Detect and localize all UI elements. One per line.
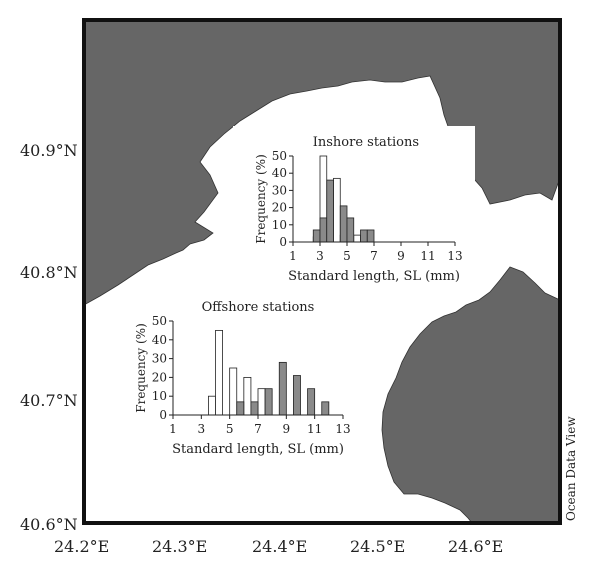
offshore-bar-open-0: [208, 395, 216, 416]
inshore-bar-filled-0: [312, 229, 321, 243]
offshore-x-tick-label: 13: [335, 422, 350, 436]
inshore-bar-open-2: [333, 177, 341, 243]
inshore-x-tick-label: 3: [316, 249, 324, 263]
lat-label-40-9: 40.9°N: [20, 141, 78, 160]
offshore-bar-filled-1: [250, 401, 259, 416]
offshore-y-tick-label: 0: [159, 408, 167, 422]
inshore-x-tick-label: 5: [343, 249, 351, 263]
offshore-y-tick-label: 20: [152, 370, 167, 384]
inshore-bar-filled-5: [360, 229, 368, 243]
inshore-y-tick-label: 20: [272, 201, 287, 215]
land-south: [381, 266, 561, 524]
offshore-x-tick-label: 11: [307, 422, 322, 436]
inshore-bar-open-4: [353, 234, 361, 243]
inshore-bar-filled-4: [346, 217, 355, 243]
inshore-title: Inshore stations: [313, 135, 419, 150]
offshore-x-label: Standard length, SL (mm): [172, 442, 344, 457]
inshore-y-tick-label: 40: [272, 166, 287, 180]
lat-label-40-8: 40.8°N: [20, 263, 78, 282]
inshore-x-tick-label: 7: [370, 249, 378, 263]
inshore-x-tick-label: 1: [289, 249, 297, 263]
inshore-y-label: Frequency (%): [254, 154, 268, 243]
offshore-x-tick-label: 9: [283, 422, 291, 436]
offshore-bar-open-4: [257, 388, 266, 416]
offshore-y-tick-label: 10: [152, 389, 167, 403]
ocean-data-view-credit: Ocean Data View: [564, 416, 578, 521]
lon-label-24-3: 24.3°E: [152, 537, 207, 556]
inshore-x-tick-label: 13: [447, 249, 462, 263]
inshore-x-tick-label: 11: [420, 249, 435, 263]
lon-label-24-4: 24.4°E: [252, 537, 307, 556]
offshore-y-tick-label: 30: [152, 352, 167, 366]
inshore-bar-filled-3: [339, 205, 348, 243]
offshore-bar-filled-3: [278, 361, 287, 416]
land-north: [83, 19, 561, 306]
offshore-bar-open-2: [229, 367, 238, 416]
inshore-y-tick-label: 0: [279, 235, 287, 249]
offshore-x-tick-label: 3: [198, 422, 206, 436]
lon-label-24-5: 24.5°E: [350, 537, 405, 556]
offshore-x-tick-label: 7: [254, 422, 262, 436]
inshore-x-tick-label: 9: [397, 249, 405, 263]
offshore-bar-filled-2: [264, 388, 273, 416]
lat-label-40-6: 40.6°N: [20, 515, 78, 534]
inshore-y-tick-label: 50: [272, 149, 287, 163]
offshore-title: Offshore stations: [202, 300, 315, 315]
offshore-y-label: Frequency (%): [134, 323, 148, 412]
inshore-bar-filled-1: [319, 217, 328, 243]
inshore-panel: [233, 126, 475, 292]
inshore-x-label: Standard length, SL (mm): [288, 269, 460, 284]
lon-label-24-6: 24.6°E: [448, 537, 503, 556]
offshore-bar-filled-5: [307, 388, 316, 416]
offshore-bar-filled-0: [236, 401, 245, 416]
offshore-bar-open-3: [243, 376, 252, 416]
offshore-panel: [113, 291, 363, 465]
inshore-bar-filled-6: [366, 229, 375, 243]
offshore-bar-filled-6: [321, 401, 330, 416]
offshore-x-tick-label: 1: [169, 422, 177, 436]
inshore-y-tick-label: 30: [272, 183, 287, 197]
inshore-bar-filled-2: [326, 179, 334, 243]
offshore-y-tick-label: 50: [152, 314, 167, 328]
offshore-y-tick-label: 40: [152, 333, 167, 347]
offshore-bar-filled-4: [293, 375, 301, 416]
offshore-x-tick-label: 5: [226, 422, 234, 436]
inshore-y-tick-label: 10: [272, 218, 287, 232]
offshore-bar-open-1: [215, 329, 223, 416]
lon-label-24-2: 24.2°E: [54, 537, 109, 556]
lat-label-40-7: 40.7°N: [20, 391, 78, 410]
map-frame: [82, 18, 562, 525]
